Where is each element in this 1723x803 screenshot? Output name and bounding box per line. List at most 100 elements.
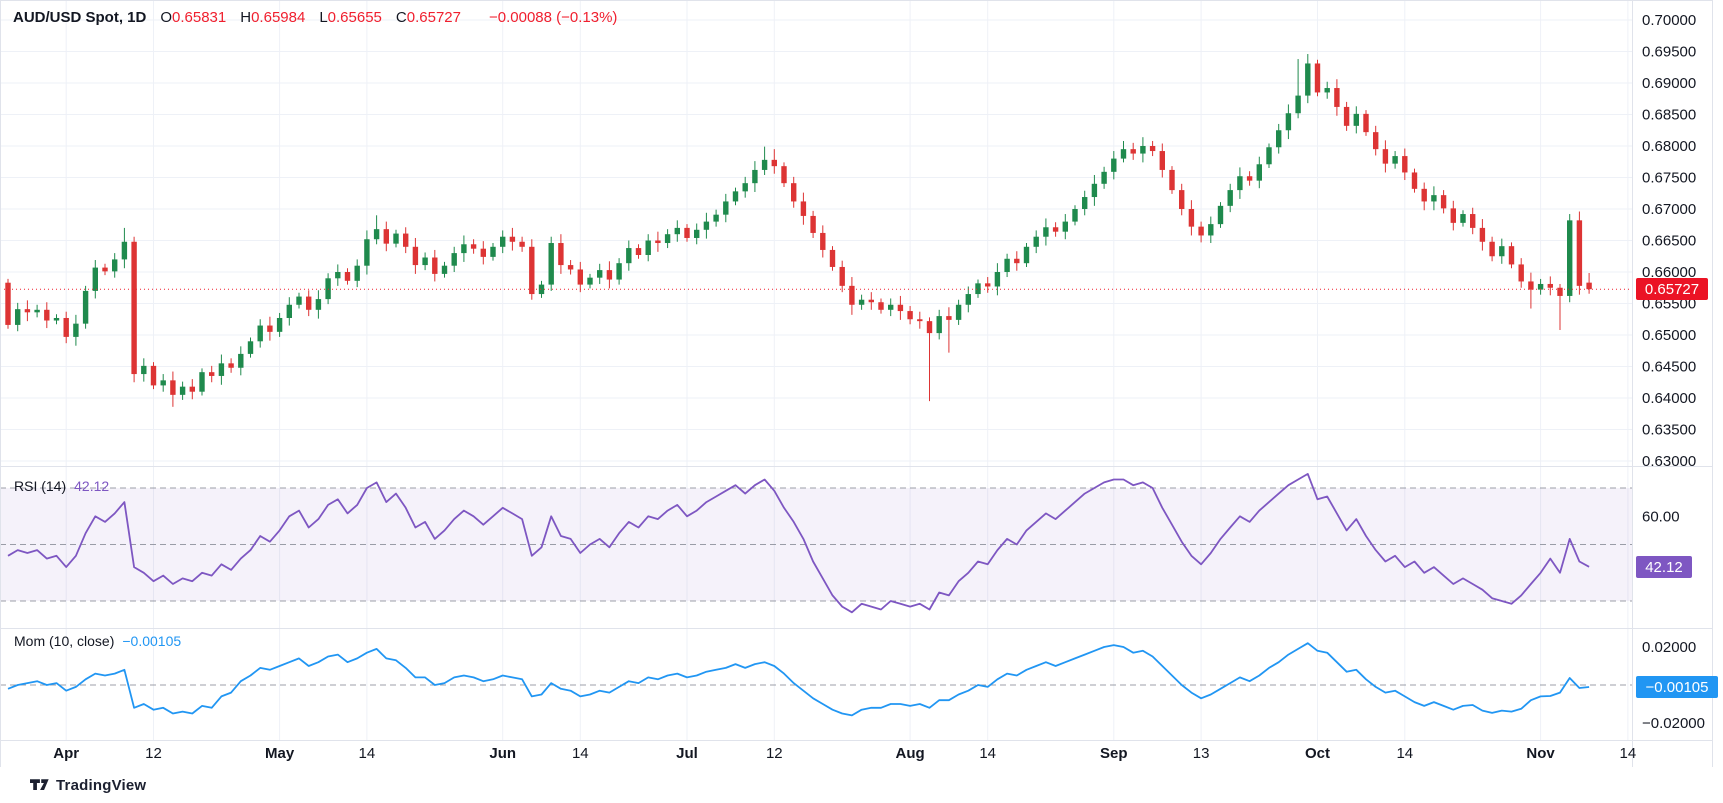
mom-value-badge: −0.00105 <box>1636 676 1718 698</box>
time-axis-label[interactable]: 14 <box>572 745 589 762</box>
time-axis-label[interactable]: 12 <box>145 745 162 762</box>
time-axis-label[interactable]: Jun <box>489 745 516 762</box>
ohlc-values: O0.65831 H0.65984 L0.65655 C0.65727 <box>160 9 475 27</box>
candle <box>752 169 758 184</box>
candle <box>771 159 777 167</box>
time-axis-label[interactable]: 13 <box>1193 745 1210 762</box>
tradingview-logo[interactable]: TradingView <box>30 777 146 794</box>
price-axis-label: 0.64000 <box>1642 390 1696 407</box>
candle <box>1402 156 1408 173</box>
ohlc-field: C0.65727 <box>395 9 461 26</box>
candle <box>24 309 31 313</box>
candle <box>1062 221 1068 232</box>
candle <box>781 166 787 184</box>
candle <box>761 159 768 170</box>
candle <box>306 296 312 310</box>
time-axis-label[interactable]: 14 <box>1396 745 1413 762</box>
time-axis-label[interactable]: 14 <box>359 745 376 762</box>
candle <box>296 296 302 305</box>
candle <box>238 353 244 368</box>
candle <box>1023 246 1030 264</box>
candle <box>674 227 680 235</box>
candle <box>1149 146 1156 152</box>
candle <box>5 282 11 325</box>
candle <box>1014 258 1020 264</box>
candle <box>800 201 807 216</box>
tradingview-label: TradingView <box>56 776 147 794</box>
candle <box>1373 132 1379 150</box>
candle <box>150 365 157 386</box>
time-axis-label[interactable]: Jul <box>676 745 698 762</box>
candle <box>1363 113 1369 133</box>
candle <box>1169 169 1175 191</box>
candle <box>955 304 962 320</box>
candle <box>664 234 671 244</box>
candle <box>868 299 874 303</box>
rsi-title: RSI (14) <box>14 478 67 494</box>
candle <box>577 269 583 285</box>
candle <box>1130 149 1136 154</box>
candle <box>1237 176 1243 191</box>
candle <box>1198 226 1204 236</box>
time-axis-label[interactable]: Aug <box>896 745 925 762</box>
time-axis-label[interactable]: May <box>265 745 295 762</box>
candle <box>257 325 263 342</box>
candle <box>897 304 904 312</box>
price-axis-label: 0.66000 <box>1642 264 1696 281</box>
last-price-badge: 0.65727 <box>1636 278 1708 300</box>
candle <box>529 246 535 295</box>
time-axis-label[interactable]: 14 <box>1620 745 1637 762</box>
time-axis-label[interactable]: 14 <box>979 745 996 762</box>
price-axis-label: 0.66500 <box>1642 233 1696 250</box>
candle <box>713 214 719 222</box>
candle <box>373 229 380 240</box>
candle <box>694 229 700 238</box>
symbol-title: AUD/USD Spot, 1D <box>13 9 147 26</box>
candle <box>888 304 894 310</box>
price-axis-label: 0.69000 <box>1642 75 1696 92</box>
time-axis-label[interactable]: Sep <box>1100 745 1128 762</box>
candle <box>354 265 360 281</box>
mom-pane-title: Mom (10, close) −0.00105 <box>14 633 181 649</box>
candle <box>470 244 477 249</box>
candle <box>1353 113 1359 126</box>
candle <box>500 236 506 247</box>
candle <box>946 316 952 320</box>
price-axis-label: 0.68500 <box>1642 107 1696 124</box>
time-axis-label[interactable]: Oct <box>1305 745 1330 762</box>
candle <box>1479 227 1486 242</box>
candle <box>1072 209 1078 222</box>
candle <box>141 365 147 375</box>
candle <box>199 372 205 392</box>
rsi-axis-label: 60.00 <box>1642 508 1680 525</box>
candle <box>1043 227 1049 237</box>
ohlc-field: O0.65831 <box>160 9 227 26</box>
symbol-header: AUD/USD Spot, 1D O0.65831 H0.65984 L0.6565… <box>13 9 617 27</box>
candle <box>926 321 933 334</box>
candle <box>121 241 128 260</box>
rsi-value: 42.12 <box>74 478 110 494</box>
time-axis-label[interactable]: Nov <box>1526 745 1555 762</box>
candle <box>1266 147 1272 165</box>
candle <box>994 272 1001 287</box>
candle <box>228 363 234 368</box>
price-axis-label: 0.69500 <box>1642 44 1696 61</box>
candle <box>965 294 971 305</box>
time-axis-label[interactable]: Apr <box>53 745 79 762</box>
mom-value: −0.00105 <box>122 633 182 649</box>
footer-bar: TradingView <box>0 767 1723 803</box>
candle <box>63 317 69 337</box>
candle <box>645 240 651 255</box>
candle <box>1120 149 1127 159</box>
time-axis-label[interactable]: 12 <box>766 745 783 762</box>
candle <box>34 309 40 313</box>
candle <box>519 241 525 247</box>
candle <box>15 309 21 325</box>
candle <box>82 290 89 324</box>
candle <box>1421 188 1427 202</box>
mom-axis-label: −0.02000 <box>1642 715 1705 732</box>
candle <box>364 239 370 266</box>
ohlc-field: H0.65984 <box>240 9 306 26</box>
candle <box>635 248 642 255</box>
